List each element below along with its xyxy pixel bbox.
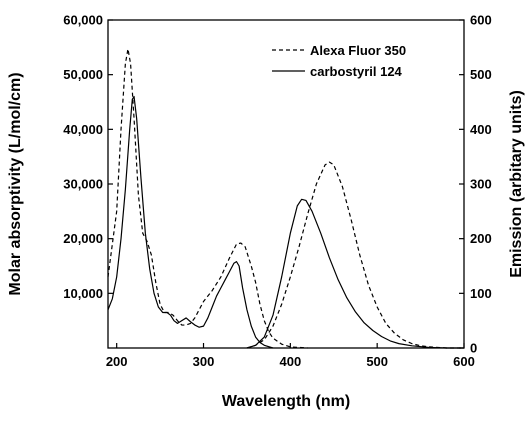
x-axis-title: Wavelength (nm) (222, 393, 350, 410)
series-alexa-fluor-350-absorption-line (107, 48, 308, 349)
series-carbostyril-124-emission-line (246, 198, 464, 349)
y2-axis-title: Emission (arbitary units) (508, 90, 525, 278)
plot-frame (107, 19, 465, 349)
y-tick-label: 40,000 (63, 122, 103, 137)
y-axis-title: Molar absorptivity (L/mol/cm) (7, 72, 24, 295)
legend-label-alexa-fluor-350: Alexa Fluor 350 (310, 43, 406, 58)
legend-label-carbostyril-124: carbostyril 124 (310, 64, 403, 79)
x-tick-label: 300 (193, 354, 215, 369)
plot-curves (107, 48, 464, 349)
y-tick-label: 50,000 (63, 67, 103, 82)
x-tick-label: 400 (279, 354, 301, 369)
y-tick-label: 20,000 (63, 231, 103, 246)
x-tick-label: 600 (453, 354, 475, 369)
series-carbostyril-124-absorption-line (107, 95, 274, 349)
y2-tick-label: 0 (470, 341, 477, 356)
y-tick-label: 60,000 (63, 13, 103, 28)
y-tick-label: 10,000 (63, 286, 103, 301)
axis-ticks: 200 300 400 500 600 10,000 20,000 30,000 40,000 5… (63, 13, 491, 370)
y2-tick-label: 200 (470, 231, 492, 246)
series-alexa-fluor-350-emission-line (246, 161, 464, 349)
y2-tick-label: 100 (470, 286, 492, 301)
y2-tick-label: 600 (470, 13, 492, 28)
y-tick-label: 30,000 (63, 177, 103, 192)
x-tick-label: 200 (106, 354, 128, 369)
y2-tick-label: 400 (470, 122, 492, 137)
y2-tick-label: 300 (470, 177, 492, 192)
y2-tick-label: 500 (470, 67, 492, 82)
x-tick-label: 500 (366, 354, 388, 369)
legend: Alexa Fluor 350 carbostyril 124 (272, 43, 406, 79)
